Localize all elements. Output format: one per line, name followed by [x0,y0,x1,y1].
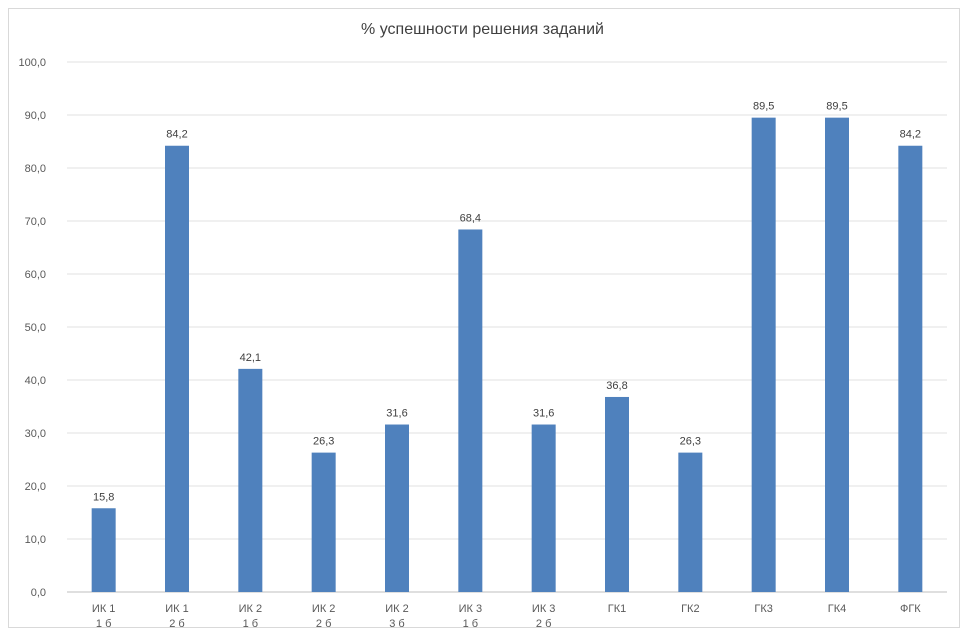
bar [531,424,556,592]
data-label: 36,8 [606,380,627,392]
bar [898,145,923,593]
x-tick-label: 1 б [243,618,258,630]
data-label: 68,4 [460,212,481,224]
bar [678,452,703,592]
x-tick-label: ГК1 [608,603,626,615]
bar [311,452,336,592]
x-tick-label: 2 б [169,618,184,630]
x-tick-label: ИК 3 [532,603,556,615]
x-tick-label: ИК 1 [165,603,189,615]
bar [605,396,629,592]
data-label: 89,5 [826,101,847,113]
x-tick-label: 2 б [316,618,331,630]
y-tick-label: 60,0 [25,269,46,281]
x-tick-label: ГК4 [828,603,846,615]
y-tick-label: 0,0 [31,587,46,599]
data-label: 26,3 [680,436,701,448]
x-tick-label: ГК3 [754,603,772,615]
data-label: 31,6 [533,408,554,420]
y-tick-label: 40,0 [25,375,46,387]
bar [238,368,263,592]
x-tick-label: ИК 3 [459,603,483,615]
y-tick-label: 20,0 [25,481,46,493]
bar [165,145,189,593]
x-tick-label: 1 б [96,618,111,630]
x-tick-label: 2 б [536,618,551,630]
bar [825,117,849,593]
data-label: 42,1 [240,352,261,364]
x-tick-label: ИК 2 [239,603,263,615]
chart-title: % успешности решения заданий [361,21,604,38]
data-label: 84,2 [900,129,921,141]
data-label: 26,3 [313,436,334,448]
x-tick-label: ИК 1 [92,603,116,615]
y-tick-label: 10,0 [25,534,46,546]
data-label: 84,2 [166,129,187,141]
y-tick-label: 90,0 [25,110,46,122]
y-tick-label: 100,0 [18,57,46,69]
bar [91,508,116,592]
y-tick-label: 80,0 [25,163,46,175]
data-label: 15,8 [93,491,114,503]
x-tick-label: 3 б [389,618,404,630]
y-tick-label: 30,0 [25,428,46,440]
bar [458,229,483,593]
y-tick-label: 70,0 [25,216,46,228]
bar [385,424,409,592]
x-tick-label: ФГК [900,603,921,615]
y-tick-label: 50,0 [25,322,46,334]
data-label: 89,5 [753,101,774,113]
x-tick-label: ИК 2 [312,603,336,615]
bar [751,117,776,593]
x-tick-label: ГК2 [681,603,699,615]
x-tick-label: ИК 2 [385,603,409,615]
x-tick-label: 1 б [463,618,478,630]
data-label: 31,6 [386,408,407,420]
